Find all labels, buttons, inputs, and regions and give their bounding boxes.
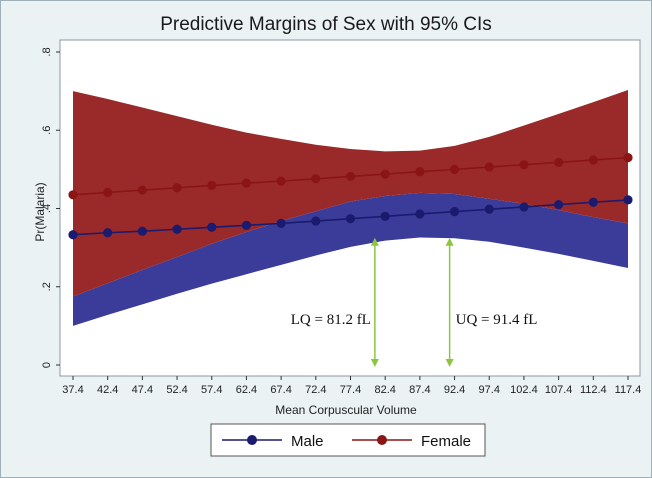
- point-female: [276, 176, 286, 186]
- x-tick-label: 107.4: [545, 384, 573, 396]
- legend-item-male: Male: [222, 433, 324, 450]
- ci-band-female: [73, 89, 628, 297]
- point-male: [484, 204, 494, 214]
- point-female: [588, 155, 598, 165]
- x-tick-label: 62.4: [236, 384, 257, 396]
- x-tick-label: 77.4: [340, 384, 361, 396]
- y-axis-label: Pr(Malaria): [33, 182, 47, 241]
- point-male: [519, 202, 529, 212]
- point-female: [137, 185, 147, 195]
- ci-bands: [73, 89, 628, 326]
- legend-female-label: Female: [421, 433, 471, 450]
- annotation-label: LQ = 81.2 fL: [291, 312, 371, 328]
- legend-male-label: Male: [291, 433, 324, 450]
- x-tick-label: 37.4: [62, 384, 83, 396]
- x-tick-label: 67.4: [270, 384, 291, 396]
- point-male: [103, 228, 113, 238]
- x-axis: 37.4 42.4 47.4 52.4 57.4 62.4 67.4 72.4 77.4 82.4…: [62, 376, 641, 396]
- y-tick-label: .8: [41, 47, 53, 56]
- point-female: [380, 169, 390, 179]
- y-tick-label: .4: [41, 204, 53, 213]
- legend-male-marker: [247, 435, 257, 445]
- point-male: [241, 220, 252, 230]
- y-axis: 0 .2 .4 .6 .8: [41, 47, 60, 368]
- point-female: [103, 187, 113, 198]
- point-female: [207, 180, 217, 191]
- x-tick-label: 82.4: [374, 384, 395, 396]
- point-male: [276, 218, 286, 228]
- x-axis-label: Mean Corpuscular Volume: [275, 403, 417, 417]
- series-markers: [68, 153, 633, 240]
- x-tick-label: 112.4: [580, 384, 607, 396]
- y-tick-label: 0: [41, 362, 53, 368]
- point-female: [484, 162, 494, 172]
- legend-item-female: Female: [352, 433, 471, 450]
- x-tick-label: 87.4: [409, 384, 430, 396]
- x-tick-label: 117.4: [615, 384, 642, 396]
- point-male: [207, 222, 217, 232]
- x-tick-label: 47.4: [132, 384, 153, 396]
- point-female: [172, 183, 182, 193]
- point-female: [68, 190, 78, 200]
- point-male: [415, 209, 425, 219]
- point-female: [519, 160, 529, 170]
- point-female: [311, 174, 321, 184]
- x-tick-label: 102.4: [510, 384, 538, 396]
- x-tick-label: 97.4: [479, 384, 500, 396]
- y-tick-label: .2: [41, 282, 53, 291]
- point-male: [311, 216, 321, 226]
- legend-female-marker: [377, 435, 387, 445]
- point-male: [172, 224, 182, 234]
- point-female: [415, 167, 425, 177]
- y-tick-label: .6: [41, 126, 53, 135]
- point-male: [588, 197, 598, 207]
- ci-band-male: [73, 192, 628, 326]
- point-male: [68, 230, 78, 240]
- point-male: [623, 195, 633, 205]
- annotations: LQ = 81.2 fL UQ = 91.4 fL: [291, 237, 538, 367]
- point-male: [554, 199, 564, 210]
- point-female: [449, 164, 460, 174]
- legend: Male Female: [210, 423, 486, 457]
- point-female: [554, 157, 564, 167]
- point-male: [137, 226, 147, 236]
- point-female: [241, 178, 252, 188]
- x-tick-label: 42.4: [97, 384, 118, 396]
- x-tick-label: 57.4: [201, 384, 222, 396]
- point-female: [623, 153, 633, 163]
- point-male: [380, 211, 390, 221]
- annotation-label: UQ = 91.4 fL: [456, 312, 538, 328]
- x-tick-label: 72.4: [305, 384, 326, 396]
- x-tick-label: 92.4: [444, 384, 465, 396]
- x-tick-label: 52.4: [166, 384, 187, 396]
- chart-title: Predictive Margins of Sex with 95% CIs: [160, 14, 492, 35]
- point-male: [345, 214, 356, 224]
- point-female: [345, 171, 356, 182]
- point-male: [449, 207, 460, 217]
